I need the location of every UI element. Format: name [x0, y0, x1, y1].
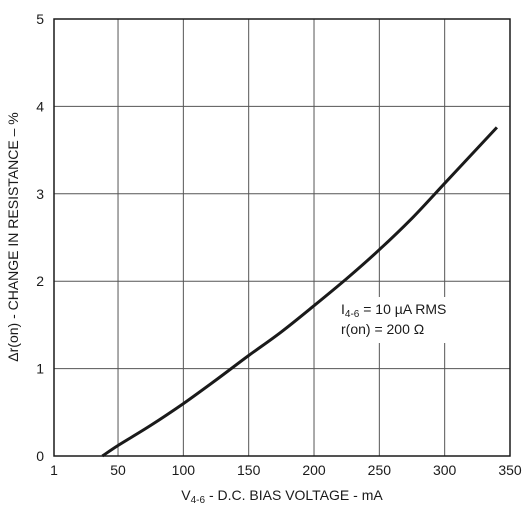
- x-axis-label-main: V: [181, 487, 191, 503]
- y-tick-labels: 0 1 2 3 4 5: [36, 11, 44, 464]
- plot-frame: [53, 18, 511, 457]
- x-axis-label: V4-6 - D.C. BIAS VOLTAGE - mA: [181, 487, 383, 506]
- x-axis-label-rest: - D.C. BIAS VOLTAGE - mA: [205, 487, 383, 503]
- annotation-resistance: r(on) = 200 Ω: [341, 321, 424, 337]
- annotation-current-main: I: [341, 301, 345, 317]
- annotation-current-subscript: 4-6: [345, 309, 360, 320]
- y-tick-label: 2: [36, 273, 44, 289]
- x-tick-labels: 1 50 100 150 200 250 300 350: [50, 462, 522, 478]
- x-tick-label: 250: [368, 462, 392, 478]
- grid: [54, 19, 510, 456]
- x-tick-label: 100: [172, 462, 196, 478]
- y-tick-label: 0: [36, 448, 44, 464]
- y-tick-label: 3: [36, 186, 44, 202]
- x-tick-label: 1: [50, 462, 58, 478]
- x-tick-label: 150: [237, 462, 261, 478]
- annotation-current-rest: = 10 µA RMS: [359, 301, 446, 317]
- x-tick-label: 50: [110, 462, 126, 478]
- data-line: [101, 126, 499, 458]
- x-axis-label-subscript: 4-6: [191, 495, 206, 506]
- y-tick-label: 1: [36, 361, 44, 377]
- y-tick-label: 5: [36, 11, 44, 27]
- y-tick-label: 4: [36, 98, 44, 114]
- plot-background: [54, 19, 510, 456]
- x-tick-label: 200: [302, 462, 326, 478]
- x-tick-label: 350: [498, 462, 522, 478]
- y-axis-label: Δr(on) - CHANGE IN RESISTANCE – %: [5, 112, 21, 361]
- x-tick-label: 300: [433, 462, 457, 478]
- annotation-current: I4-6 = 10 µA RMS: [341, 301, 446, 320]
- annotation-background: [330, 297, 500, 343]
